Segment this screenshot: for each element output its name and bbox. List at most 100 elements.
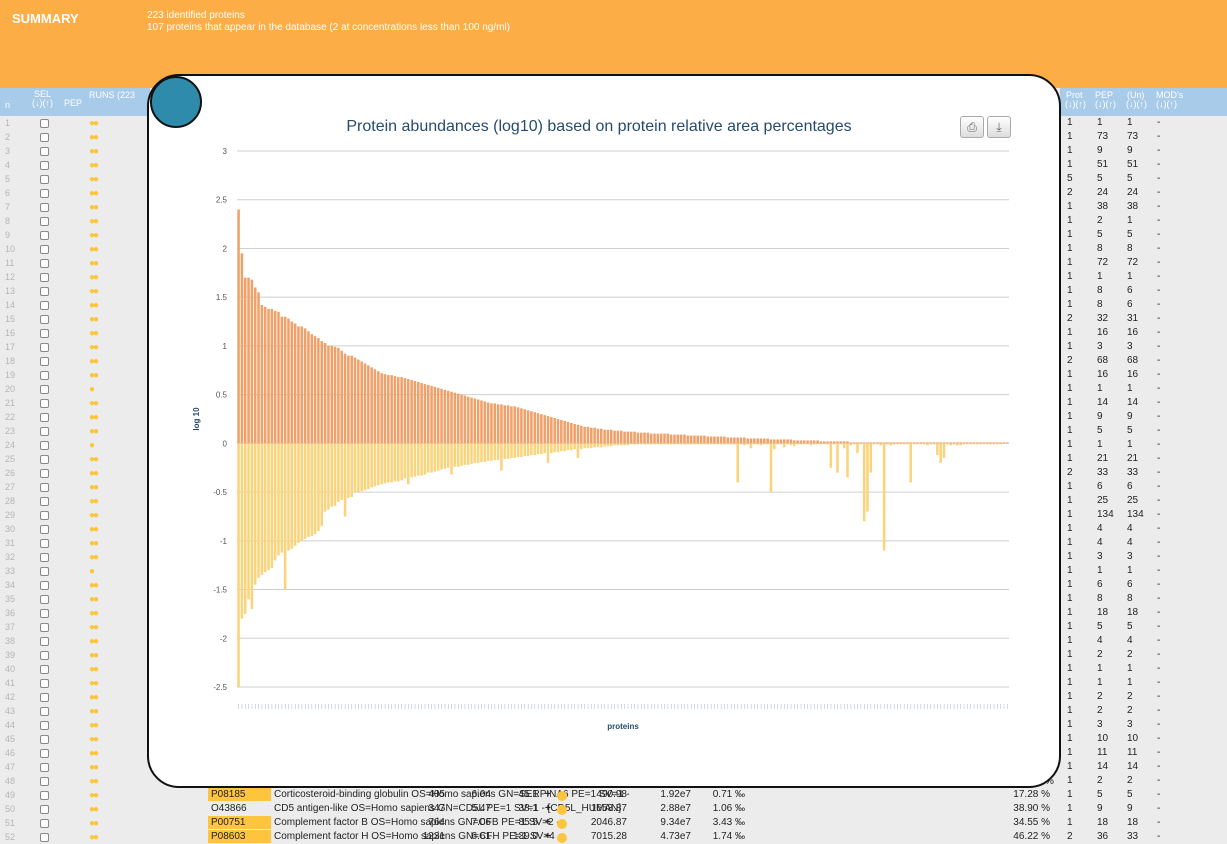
accession-link[interactable]: P00751 (208, 816, 271, 829)
table-row: 1 134 134 - (1060, 508, 1227, 522)
row-select-checkbox[interactable] (40, 371, 49, 380)
row-select-checkbox[interactable] (40, 455, 49, 464)
bar (460, 443, 463, 466)
bar (533, 412, 536, 444)
bar (633, 443, 636, 445)
expand-plus-icon[interactable]: + (545, 817, 551, 828)
header-pep-sort[interactable]: (↓)(↑) (1095, 99, 1116, 109)
row-select-checkbox[interactable] (40, 623, 49, 632)
row-select-checkbox[interactable] (40, 175, 49, 184)
row-select-checkbox[interactable] (40, 413, 49, 422)
expand-plus-icon[interactable]: + (545, 803, 551, 814)
table-row: 19 ●● (0, 368, 150, 382)
row-select-checkbox[interactable] (40, 217, 49, 226)
row-select-checkbox[interactable] (40, 203, 49, 212)
row-select-checkbox[interactable] (40, 385, 49, 394)
row-select-checkbox[interactable] (40, 539, 49, 548)
bar (420, 443, 423, 476)
row-select-checkbox[interactable] (40, 791, 49, 800)
bar (649, 433, 653, 444)
row-select-checkbox[interactable] (40, 525, 49, 534)
row-select-checkbox[interactable] (40, 301, 49, 310)
header-mods[interactable]: MOD's (1156, 90, 1184, 100)
table-row: 43 ●● (0, 704, 150, 718)
pep-count: 2 (1097, 649, 1103, 660)
row-select-checkbox[interactable] (40, 147, 49, 156)
download-button[interactable]: ⤓ (987, 116, 1011, 138)
row-select-checkbox[interactable] (40, 399, 49, 408)
row-select-checkbox[interactable] (40, 161, 49, 170)
expand-plus-icon[interactable]: + (545, 831, 551, 842)
row-select-checkbox[interactable] (40, 763, 49, 772)
accession-link[interactable]: P08185 (208, 788, 271, 801)
row-select-checkbox[interactable] (40, 567, 49, 576)
y-tick-label: 1 (223, 342, 228, 351)
row-select-checkbox[interactable] (40, 427, 49, 436)
header-mods-sort[interactable]: (↓)(↑) (1156, 99, 1177, 109)
row-select-checkbox[interactable] (40, 651, 49, 660)
header-sel[interactable]: SEL (34, 89, 52, 99)
row-select-checkbox[interactable] (40, 357, 49, 366)
row-select-checkbox[interactable] (40, 721, 49, 730)
print-button[interactable]: ⎙ (960, 116, 984, 138)
header-prot[interactable]: Prot (1066, 90, 1083, 100)
bar (899, 442, 903, 444)
header-pep[interactable]: PEP (64, 98, 83, 108)
row-select-checkbox[interactable] (40, 693, 49, 702)
row-select-checkbox[interactable] (40, 679, 49, 688)
mods: - (1157, 831, 1161, 842)
row-select-checkbox[interactable] (40, 637, 49, 646)
row-select-checkbox[interactable] (40, 441, 49, 450)
accession-link[interactable]: O43866 (211, 803, 247, 814)
row-select-checkbox[interactable] (40, 609, 49, 618)
bar (986, 443, 989, 445)
row-select-checkbox[interactable] (40, 819, 49, 828)
header-un-sort[interactable]: (↓)(↑) (1126, 99, 1147, 109)
row-select-checkbox[interactable] (40, 665, 49, 674)
unique-count: 9 (1127, 803, 1133, 814)
row-select-checkbox[interactable] (40, 287, 49, 296)
row-select-checkbox[interactable] (40, 133, 49, 142)
accession-link[interactable]: P08603 (208, 830, 271, 843)
row-select-checkbox[interactable] (40, 833, 49, 842)
row-select-checkbox[interactable] (40, 119, 49, 128)
header-runs[interactable]: RUNS (223 (89, 90, 136, 100)
row-select-checkbox[interactable] (40, 511, 49, 520)
row-select-checkbox[interactable] (40, 231, 49, 240)
header-un[interactable]: (Un) (1127, 90, 1145, 100)
table-row: 1 5 5 - (1060, 788, 1227, 802)
table-row: 10 ●● (0, 242, 150, 256)
bar (563, 443, 566, 452)
run-dots-icon: ●● (89, 202, 99, 213)
bar (323, 443, 327, 512)
row-select-checkbox[interactable] (40, 343, 49, 352)
row-select-checkbox[interactable] (40, 483, 49, 492)
bar (466, 396, 470, 444)
header-sel-sort[interactable]: (↓)(↑) (32, 98, 53, 108)
row-select-checkbox[interactable] (40, 189, 49, 198)
expand-plus-icon[interactable]: + (545, 789, 551, 800)
row-select-checkbox[interactable] (40, 315, 49, 324)
row-select-checkbox[interactable] (40, 273, 49, 282)
row-select-checkbox[interactable] (40, 469, 49, 478)
bar (480, 443, 483, 462)
header-prot-sort[interactable]: (↓)(↑) (1065, 99, 1086, 109)
row-select-checkbox[interactable] (40, 777, 49, 786)
unique-count: 18 (1127, 607, 1139, 618)
popup-close-button[interactable] (150, 76, 202, 128)
row-select-checkbox[interactable] (40, 749, 49, 758)
bar (450, 391, 453, 444)
row-select-checkbox[interactable] (40, 805, 49, 814)
row-select-checkbox[interactable] (40, 329, 49, 338)
row-select-checkbox[interactable] (40, 735, 49, 744)
bar (693, 435, 696, 444)
row-select-checkbox[interactable] (40, 497, 49, 506)
row-select-checkbox[interactable] (40, 259, 49, 268)
row-select-checkbox[interactable] (40, 595, 49, 604)
row-select-checkbox[interactable] (40, 245, 49, 254)
bar (802, 440, 806, 444)
row-select-checkbox[interactable] (40, 553, 49, 562)
header-pep-right[interactable]: PEP (1095, 90, 1114, 100)
row-select-checkbox[interactable] (40, 707, 49, 716)
row-select-checkbox[interactable] (40, 581, 49, 590)
